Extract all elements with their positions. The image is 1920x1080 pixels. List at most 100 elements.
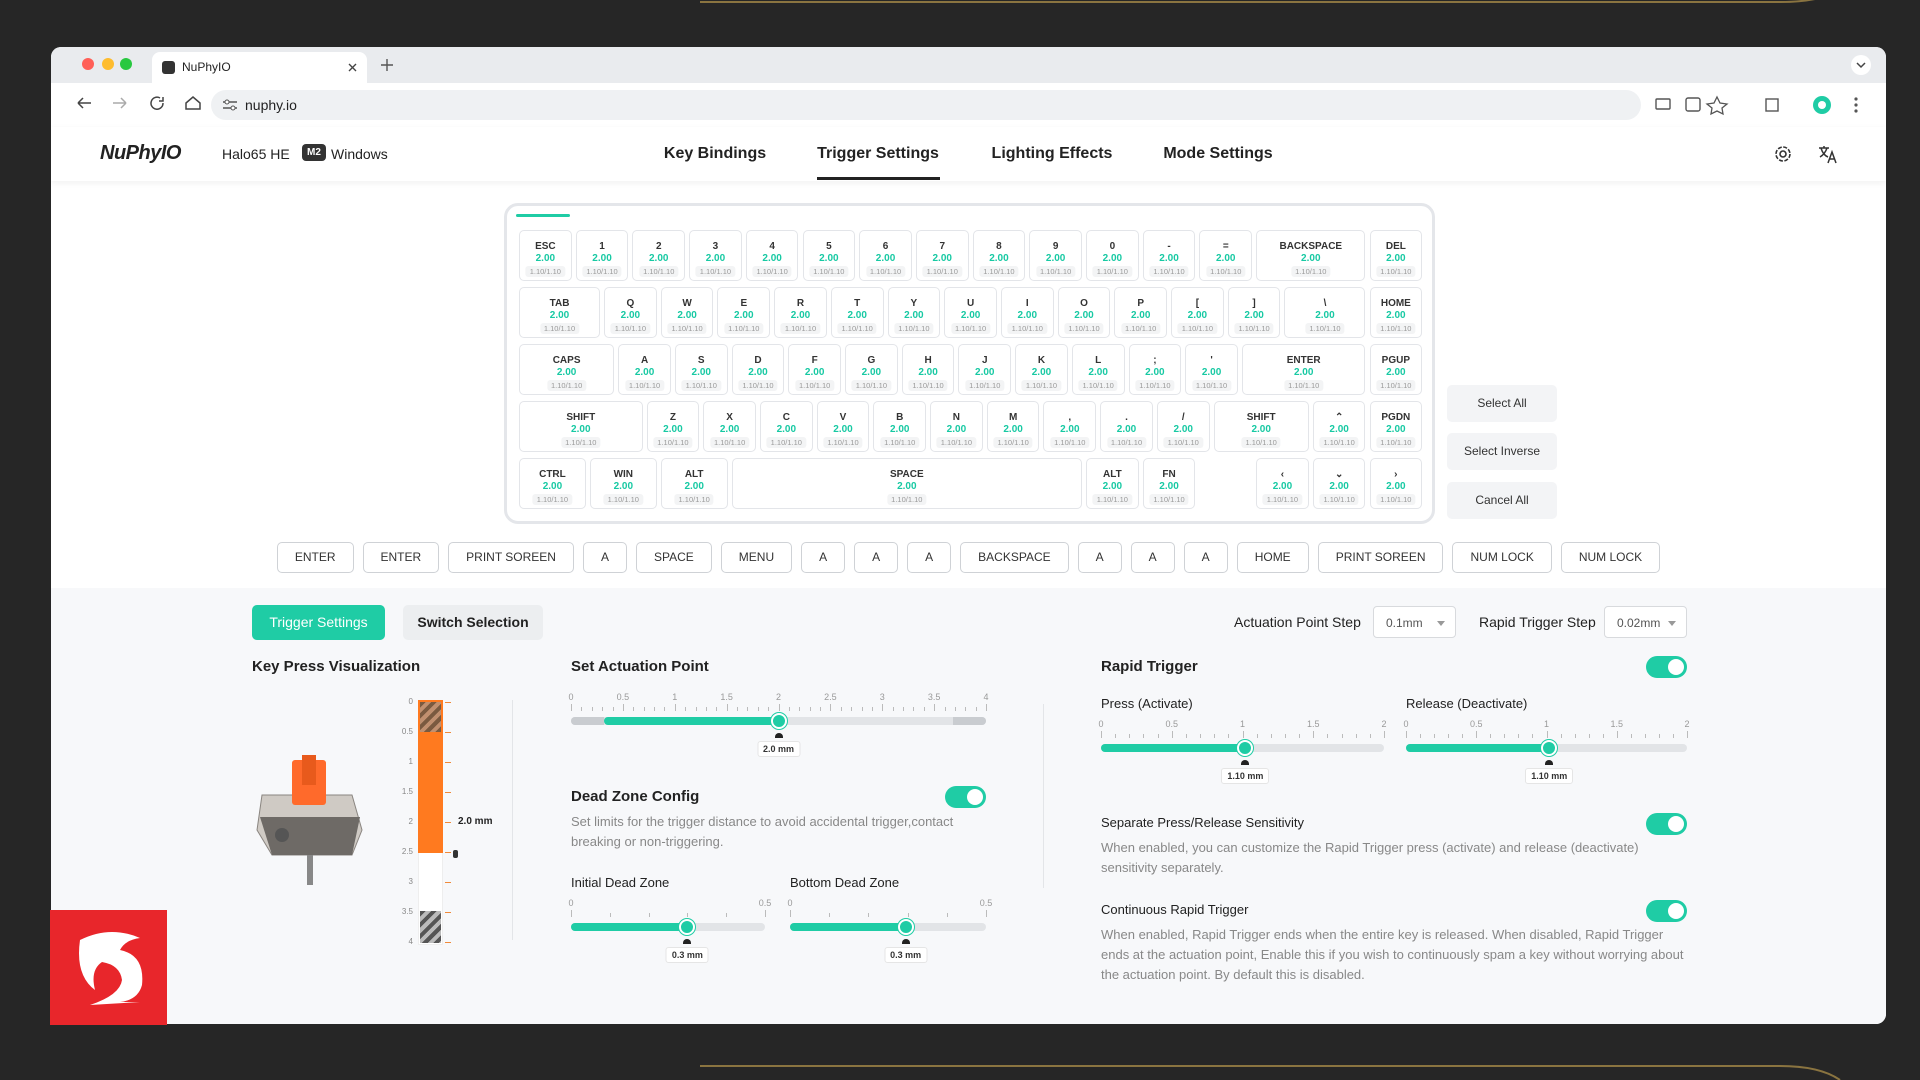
key[interactable]: R 2.00 1.10/1.10 xyxy=(774,287,827,338)
actuation-slider[interactable]: 0 0.5 1 1.5 2 2.5 3 3.5 4 2.0 mm xyxy=(568,692,989,772)
key[interactable]: G 2.00 1.10/1.10 xyxy=(845,344,898,395)
key[interactable]: › 2.00 1.10/1.10 xyxy=(1369,458,1423,509)
key[interactable]: ESC 2.00 1.10/1.10 xyxy=(519,230,572,281)
key[interactable]: Z 2.00 1.10/1.10 xyxy=(646,401,700,452)
close-dot[interactable] xyxy=(82,58,94,70)
mapped-key-chip[interactable]: ENTER xyxy=(362,542,440,573)
key[interactable]: FN 2.00 1.10/1.10 xyxy=(1142,458,1196,509)
nav-tab-active[interactable]: Trigger Settings xyxy=(817,145,939,162)
key[interactable]: M 2.00 1.10/1.10 xyxy=(986,401,1040,452)
press-slider[interactable]: 0 0.5 1 1.5 2 1.10 mm xyxy=(1098,719,1387,799)
key[interactable]: ; 2.00 1.10/1.10 xyxy=(1128,344,1182,395)
key[interactable]: 9 2.00 1.10/1.10 xyxy=(1029,230,1082,281)
mapped-key-chip[interactable]: A xyxy=(1183,542,1228,573)
key[interactable]: = 2.00 1.10/1.10 xyxy=(1199,230,1253,281)
key[interactable]: SPACE 2.00 1.10/1.10 xyxy=(731,458,1082,509)
tab-menu[interactable] xyxy=(1851,55,1871,75)
slider-thumb[interactable] xyxy=(1541,740,1558,756)
key[interactable]: K 2.00 1.10/1.10 xyxy=(1015,344,1068,395)
settings-tab-active[interactable]: Trigger Settings xyxy=(252,605,385,640)
settings-tab[interactable]: Switch Selection xyxy=(403,605,543,640)
mapped-key-chip[interactable]: A xyxy=(907,542,952,573)
continuous-toggle[interactable] xyxy=(1646,900,1687,922)
select-all-button[interactable]: Select All xyxy=(1447,385,1557,422)
tab-close[interactable] xyxy=(348,63,357,72)
key[interactable]: -2.00 1.10/1.10 xyxy=(1142,230,1196,281)
key[interactable]: CAPS 2.00 1.10/1.10 xyxy=(519,344,615,395)
key[interactable]: 2 2.00 1.10/1.10 xyxy=(632,230,686,281)
key[interactable]: DEL 2.00 1.10/1.10 xyxy=(1369,230,1423,281)
nav-tab[interactable]: Mode Settings xyxy=(1163,145,1273,162)
minimize-dot[interactable] xyxy=(102,58,114,70)
nav-buttons[interactable] xyxy=(73,91,213,115)
slider-thumb[interactable] xyxy=(679,919,696,935)
mapped-key-chip[interactable]: A xyxy=(1077,542,1122,573)
key[interactable]: 1 2.00 1.10/1.10 xyxy=(575,230,629,281)
key[interactable]: H 2.00 1.10/1.10 xyxy=(901,344,955,395)
key[interactable]: U 2.00 1.10/1.10 xyxy=(944,287,997,338)
key[interactable]: , 2.00 1.10/1.10 xyxy=(1043,401,1097,452)
key[interactable]: 0 2.00 1.10/1.10 xyxy=(1086,230,1139,281)
mapped-key-chip[interactable]: A xyxy=(801,542,846,573)
mapped-key-chip[interactable]: PRINT SOREEN xyxy=(1317,542,1444,573)
key[interactable]: W 2.00 1.10/1.10 xyxy=(660,287,714,338)
initial-dead-zone-slider[interactable]: 0 0.5 0.3 mm xyxy=(568,898,771,978)
dead-zone-toggle[interactable] xyxy=(945,786,986,808)
key[interactable]: TAB 2.00 1.10/1.10 xyxy=(519,287,601,338)
nav-tab[interactable]: Key Bindings xyxy=(663,145,767,162)
key[interactable]: SHIFT 2.00 1.10/1.10 xyxy=(1213,401,1309,452)
toolbar-icons[interactable] xyxy=(1651,93,1876,117)
key[interactable]: X 2.00 1.10/1.10 xyxy=(703,401,756,452)
key[interactable]: 6 2.00 1.10/1.10 xyxy=(859,230,912,281)
key[interactable]: PGUP 2.00 1.10/1.10 xyxy=(1369,344,1423,395)
key[interactable]: 3 2.00 1.10/1.10 xyxy=(689,230,742,281)
key[interactable]: ' 2.00 1.10/1.10 xyxy=(1185,344,1238,395)
mapped-key-chip[interactable]: ENTER xyxy=(276,542,354,573)
release-slider[interactable]: 0 0.5 1 1.5 2 1.10 mm xyxy=(1403,719,1690,799)
key[interactable]: C 2.00 1.10/1.10 xyxy=(759,401,813,452)
separate-toggle[interactable] xyxy=(1646,813,1687,835)
settings-icon[interactable] xyxy=(1773,144,1793,164)
key[interactable]: ⌃ 2.00 1.10/1.10 xyxy=(1312,401,1366,452)
key[interactable]: BACKSPACE 2.00 1.10/1.10 xyxy=(1256,230,1366,281)
nav-tab[interactable]: Lighting Effects xyxy=(991,145,1113,162)
mapped-key-chip[interactable]: NUM LOCK xyxy=(1560,542,1661,573)
key[interactable]: ‹ 2.00 1.10/1.10 xyxy=(1256,458,1309,509)
key[interactable]: ⌄ 2.00 1.10/1.10 xyxy=(1312,458,1366,509)
mapped-key-chip[interactable]: A xyxy=(582,542,627,573)
key[interactable]: /2.00 1.10/1.10 xyxy=(1156,401,1210,452)
key[interactable]: PGDN 2.00 1.10/1.10 xyxy=(1369,401,1423,452)
slider-thumb[interactable] xyxy=(897,919,914,935)
mapped-key-chip[interactable]: SPACE xyxy=(635,542,712,573)
bottom-dead-zone-slider[interactable]: 0 0.5 0.3 mm xyxy=(787,898,992,978)
language-icon[interactable] xyxy=(1817,143,1839,165)
key[interactable]: E 2.00 1.10/1.10 xyxy=(717,287,771,338)
key[interactable]: T 2.00 1.10/1.10 xyxy=(830,287,884,338)
mapped-key-chip[interactable]: MENU xyxy=(720,542,793,573)
key[interactable]: [2.00 1.10/1.10 xyxy=(1171,287,1224,338)
key[interactable]: 7 2.00 1.10/1.10 xyxy=(915,230,969,281)
step-select[interactable]: 0.02mm xyxy=(1604,606,1687,638)
key[interactable]: I 2.00 1.10/1.10 xyxy=(1000,287,1054,338)
key[interactable]: O 2.00 1.10/1.10 xyxy=(1057,287,1111,338)
key[interactable]: CTRL 2.00 1.10/1.10 xyxy=(519,458,586,509)
key[interactable]: ALT 2.00 1.10/1.10 xyxy=(1086,458,1139,509)
key[interactable]: 8 2.00 1.10/1.10 xyxy=(972,230,1026,281)
key[interactable]: ENTER 2.00 1.10/1.10 xyxy=(1241,344,1366,395)
mapped-key-chip[interactable]: PRINT SOREEN xyxy=(448,542,574,573)
key[interactable]: P 2.00 1.10/1.10 xyxy=(1114,287,1168,338)
key[interactable]: WIN 2.00 1.10/1.10 xyxy=(589,458,657,509)
key[interactable]: ALT 2.00 1.10/1.10 xyxy=(660,458,728,509)
mapped-key-chip[interactable]: A xyxy=(854,542,899,573)
key[interactable]: Y 2.00 1.10/1.10 xyxy=(887,287,941,338)
key[interactable]: L 2.00 1.10/1.10 xyxy=(1071,344,1125,395)
key[interactable]: HOME 2.00 1.10/1.10 xyxy=(1369,287,1423,338)
slider-thumb[interactable] xyxy=(770,713,787,729)
key[interactable]: SHIFT 2.00 1.10/1.10 xyxy=(519,401,643,452)
key[interactable]: D 2.00 1.10/1.10 xyxy=(731,344,785,395)
mapped-key-chip[interactable]: A xyxy=(1130,542,1175,573)
mapped-key-chip[interactable]: HOME xyxy=(1236,542,1309,573)
logo[interactable]: NuPhyIO xyxy=(100,142,181,164)
key[interactable]: J 2.00 1.10/1.10 xyxy=(958,344,1012,395)
key[interactable]: V 2.00 1.10/1.10 xyxy=(816,401,870,452)
